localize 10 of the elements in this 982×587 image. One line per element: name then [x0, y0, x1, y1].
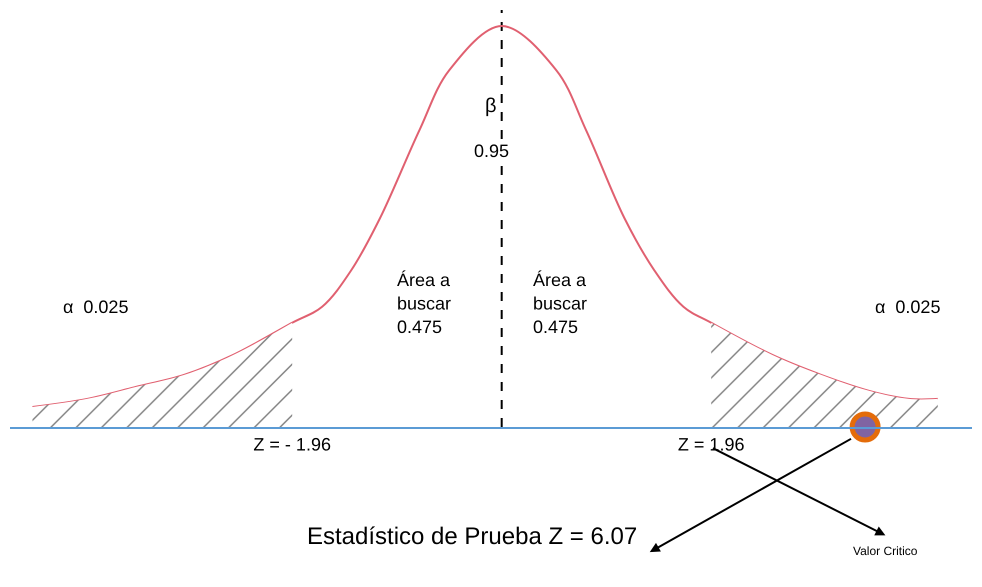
annotation: α 0.025	[63, 297, 128, 317]
text: Estadístico de Prueba Z = 6.07	[307, 523, 638, 550]
text: Valor Critico	[853, 544, 918, 558]
annotation: α 0.025	[875, 297, 940, 317]
annotation: 0.95	[474, 141, 510, 161]
x-tick-label: Z = 1.96	[678, 434, 744, 455]
annotation: Área a buscar 0.475	[397, 270, 452, 337]
annotation: β	[485, 95, 497, 117]
annotation: Área a buscar 0.475	[533, 270, 588, 337]
x-tick-label: Z = - 1.96	[253, 434, 331, 455]
